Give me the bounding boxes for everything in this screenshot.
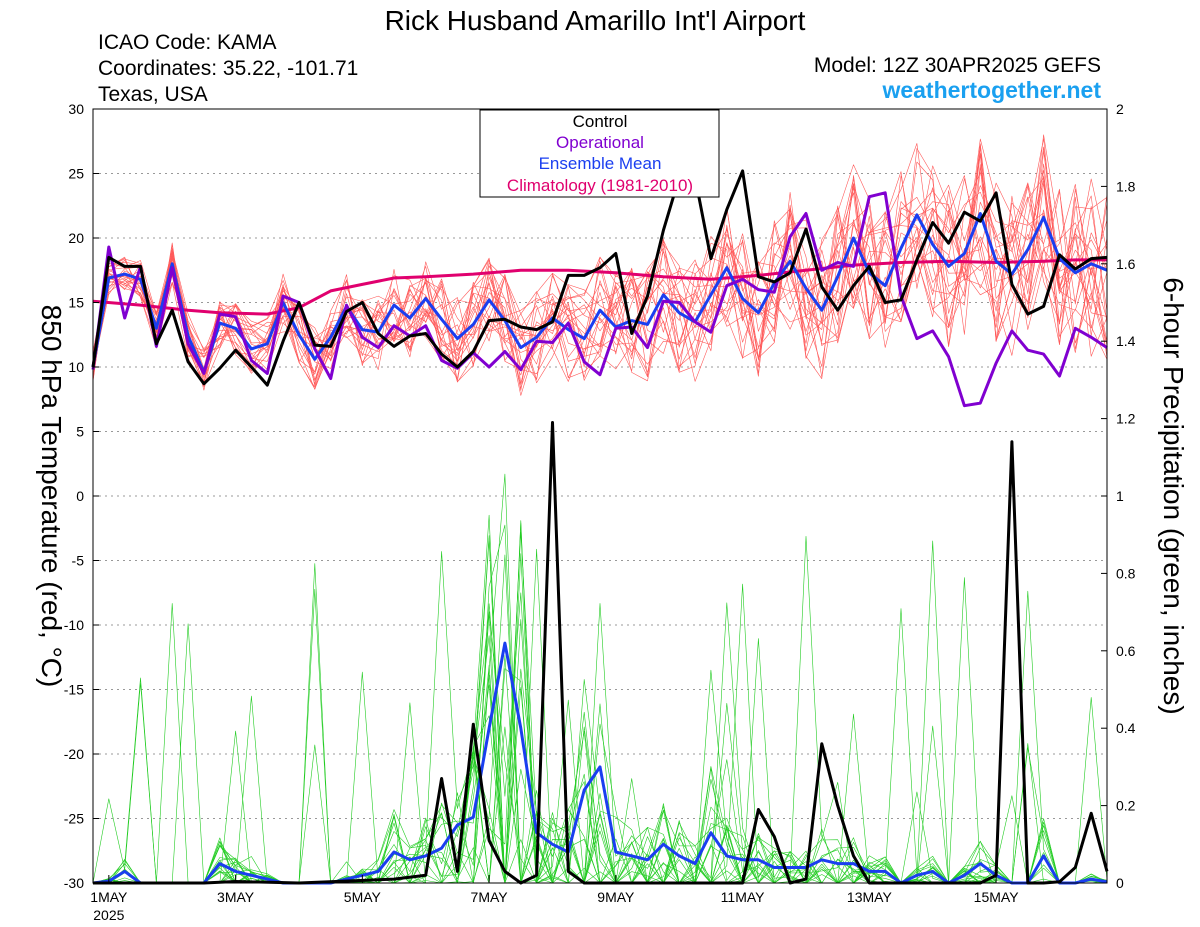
- right-tick-label: 1.4: [1116, 333, 1136, 349]
- right-tick-label: 0.2: [1116, 798, 1136, 814]
- temperature-member-line: [92, 148, 1108, 388]
- right-tick-label: 0.4: [1116, 720, 1136, 736]
- left-tick-label: 5: [76, 424, 84, 440]
- precipitation-members: [92, 473, 1108, 884]
- operational-temperature-line: [91, 191, 1108, 408]
- right-tick-label: 0: [1116, 875, 1124, 891]
- y-axis-label: 850 hPa Temperature (red, °C): [36, 305, 67, 688]
- precipitation-member-line: [92, 619, 1108, 884]
- temperature-member-line: [92, 165, 1108, 372]
- temperature-member-line: [92, 178, 1108, 391]
- x-tick-label: 15MAY: [974, 889, 1020, 905]
- left-tick-label: 15: [68, 295, 84, 311]
- x-tick-year: 2025: [93, 907, 124, 923]
- region: Texas, USA: [98, 83, 208, 106]
- precipitation-member-line: [93, 713, 1107, 884]
- x-tick-label: 7MAY: [471, 889, 509, 905]
- precipitation-member-line: [92, 603, 1108, 884]
- page-title: Rick Husband Amarillo Int'l Airport: [385, 5, 806, 36]
- temperature-member-line: [92, 175, 1108, 390]
- right-tick-label: 0.8: [1116, 565, 1136, 581]
- legend-control: Control: [573, 112, 628, 131]
- precipitation-member-line: [93, 592, 1107, 884]
- legend-ensemble-mean: Ensemble Mean: [539, 154, 662, 173]
- brand-link[interactable]: weathertogether.net: [881, 77, 1101, 103]
- legend-climatology: Climatology (1981-2010): [507, 176, 693, 195]
- temperature-member-line: [92, 145, 1108, 377]
- left-tick-label: 10: [68, 359, 84, 375]
- precipitation-member-line: [92, 583, 1108, 884]
- temperature-member-line: [92, 164, 1108, 382]
- climatology-line: [92, 258, 1107, 316]
- x-tick-label: 3MAY: [217, 889, 255, 905]
- control-temperature-line: [91, 169, 1108, 387]
- right-tick-label: 2: [1116, 101, 1124, 117]
- temperature-member-line: [92, 182, 1108, 388]
- temperature-member-line: [92, 147, 1108, 389]
- left-tick-label: 20: [68, 230, 84, 246]
- ensemble-mean-temperature-line: [91, 212, 1108, 374]
- temperature-member-line: [92, 138, 1108, 396]
- left-tick-label: -25: [64, 811, 84, 827]
- left-tick-label: 25: [68, 166, 84, 182]
- y2-axis-label: 6-hour Precipitation (green, inches): [1158, 277, 1189, 714]
- precipitation-member-line: [93, 520, 1108, 884]
- precipitation-member-line: [93, 514, 1108, 884]
- right-tick-label: 1: [1116, 488, 1124, 504]
- x-tick-label: 13MAY: [847, 889, 893, 905]
- x-tick-label: 11MAY: [721, 889, 765, 905]
- x-tick-label: 9MAY: [597, 889, 635, 905]
- temperature-member-line: [92, 143, 1108, 391]
- right-axis-ticks: 2 1.8 1.6 1.4 1.2 1 0.8 0.6 0.4 0.2 0: [1101, 101, 1136, 891]
- legend-box: Control Operational Ensemble Mean Climat…: [479, 109, 720, 198]
- right-tick-label: 1.8: [1116, 178, 1136, 194]
- left-tick-label: -30: [64, 875, 84, 891]
- x-axis-ticks: 1MAY 2025 3MAY 5MAY 7MAY 9MAY 11MAY 13MAY 15MAY: [90, 875, 1019, 923]
- left-tick-label: -10: [64, 617, 84, 633]
- left-tick-label: 0: [76, 488, 84, 504]
- temperature-member-line: [92, 178, 1108, 390]
- x-tick-label: 5MAY: [344, 889, 382, 905]
- precipitation-member-line: [93, 522, 1108, 884]
- left-tick-label: 30: [68, 101, 84, 117]
- temperature-member-line: [92, 143, 1108, 385]
- model-run: Model: 12Z 30APR2025 GEFS: [814, 54, 1101, 77]
- left-tick-label: -20: [64, 746, 84, 762]
- main-series: [91, 169, 1109, 885]
- grid-lines: [93, 173, 1107, 819]
- temperature-member-line: [92, 175, 1108, 382]
- temperature-member-line: [92, 167, 1108, 384]
- control-precipitation-line: [93, 421, 1109, 885]
- right-tick-label: 1.2: [1116, 411, 1136, 427]
- x-tick-label: 1MAY: [90, 889, 128, 905]
- left-tick-label: -15: [64, 682, 84, 698]
- icao-code: ICAO Code: KAMA: [98, 31, 277, 54]
- precipitation-member-line: [93, 702, 1108, 884]
- precipitation-member-line: [93, 553, 1108, 884]
- precipitation-member-line: [92, 531, 1108, 884]
- precipitation-member-line: [92, 608, 1107, 884]
- right-tick-label: 1.6: [1116, 256, 1136, 272]
- coordinates: Coordinates: 35.22, -101.71: [98, 57, 358, 80]
- left-tick-label: -5: [72, 553, 85, 569]
- temperature-member-line: [92, 182, 1108, 381]
- right-tick-label: 0.6: [1116, 643, 1136, 659]
- legend-operational: Operational: [556, 133, 644, 152]
- precipitation-member-line: [93, 577, 1108, 884]
- left-axis-ticks: 30 25 20 15 10 5 0 -5 -10 -15 -20 -25 -30: [64, 101, 99, 891]
- temperature-member-line: [92, 183, 1108, 384]
